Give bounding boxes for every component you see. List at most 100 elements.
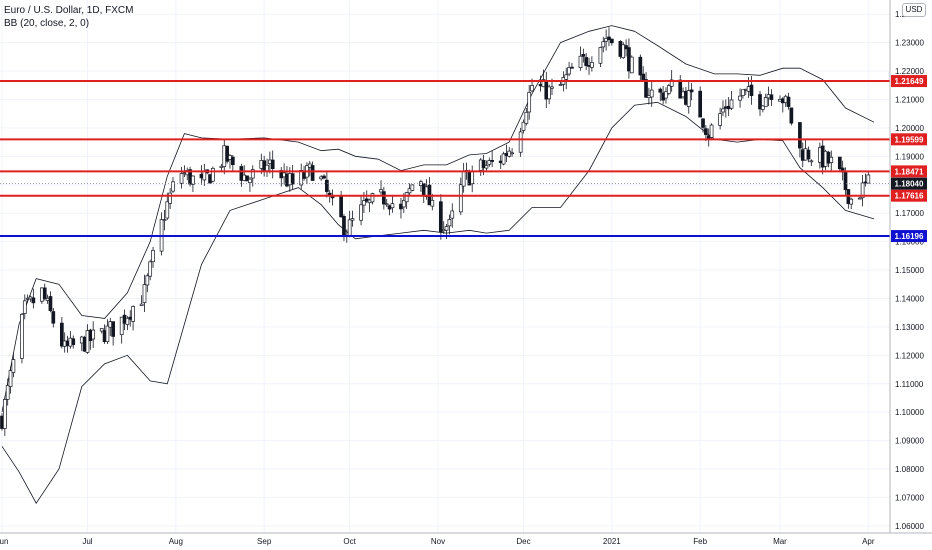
candle [658, 87, 663, 102]
candle [8, 366, 13, 394]
candle-body [151, 250, 155, 263]
candle [162, 209, 167, 231]
candle-body [701, 118, 705, 128]
candle [809, 159, 814, 167]
candle-body [211, 167, 215, 182]
candle [829, 150, 834, 171]
candle [59, 316, 64, 349]
candle [322, 174, 326, 180]
candle [666, 83, 671, 96]
candle-body [527, 92, 532, 113]
candle [857, 197, 862, 200]
grid [0, 0, 890, 533]
candle-body [362, 200, 366, 206]
candle-body [248, 178, 252, 184]
candle-body [48, 296, 53, 311]
candle-body [447, 219, 452, 227]
candle-body [379, 189, 383, 193]
candle [570, 62, 574, 69]
y-tick-label: 1.19000 [895, 152, 924, 161]
candle-body [547, 86, 551, 100]
candle-body [698, 90, 703, 118]
candle [410, 184, 415, 192]
candle [248, 176, 252, 192]
candle-body [22, 300, 27, 314]
candle [769, 89, 774, 106]
candle [484, 160, 489, 171]
candle-body [191, 175, 195, 185]
plot-area[interactable] [0, 0, 890, 533]
candle-body [339, 196, 343, 218]
candle-body [2, 399, 7, 429]
candle-body [290, 173, 295, 185]
candle-body [370, 193, 375, 203]
candle [2, 396, 7, 436]
y-tick-label: 1.14000 [895, 294, 924, 303]
indicator-label[interactable]: BB (20, close, 2, 0) [4, 18, 90, 29]
level-tag [891, 189, 927, 202]
candle-body [638, 56, 643, 76]
candle [866, 171, 871, 184]
chart-legend: Euro / U.S. Dollar, 1D, FXCM BB (20, clo… [4, 4, 133, 30]
candle-body [71, 338, 76, 345]
candle-body [51, 311, 56, 324]
x-tick-label: Dec [516, 537, 530, 546]
candle [689, 83, 694, 101]
x-tick-label: Mar [773, 537, 787, 546]
candle [641, 66, 646, 81]
candle-body [510, 152, 514, 155]
candle [105, 319, 110, 345]
candle [527, 84, 532, 120]
candle [384, 199, 389, 208]
level-tag [891, 230, 927, 243]
candle-body [99, 328, 104, 332]
candle [501, 151, 506, 166]
candle-body [567, 67, 571, 75]
candle-body [789, 107, 794, 124]
candle-body [404, 192, 409, 203]
candle-body [490, 159, 494, 162]
x-tick-label: Nov [431, 537, 445, 546]
level-tag [891, 165, 927, 178]
candle [518, 127, 523, 157]
candle [245, 175, 249, 182]
last-price-tag [891, 177, 927, 190]
candle [524, 107, 529, 126]
candle [837, 156, 842, 173]
candle-body [609, 38, 614, 44]
candle-body [410, 184, 415, 191]
candle [806, 146, 811, 163]
candle-body [20, 313, 24, 359]
candle [5, 378, 10, 406]
candle-body [481, 160, 486, 168]
symbol-title[interactable]: Euro / U.S. Dollar, 1D, FXCM [4, 5, 134, 16]
candle-body [607, 36, 611, 41]
candle [590, 56, 594, 72]
candle-body [230, 156, 235, 166]
candle-body [843, 170, 848, 191]
candle [487, 157, 492, 167]
candle [379, 180, 383, 195]
candle [11, 352, 16, 378]
candle-body [148, 261, 153, 277]
candle-body [401, 199, 406, 208]
candle-body [721, 108, 725, 113]
price-axis: 1.240001.230001.220001.210001.200001.190… [895, 10, 924, 531]
x-tick-label: Apr [862, 537, 875, 546]
currency-button[interactable]: USD [902, 3, 926, 17]
candle-body [322, 175, 326, 179]
candle-body [165, 201, 170, 219]
candles [0, 27, 871, 436]
y-tick-label: 1.20000 [895, 124, 924, 133]
y-tick-label: 1.22000 [895, 67, 924, 76]
candle-body [664, 91, 668, 99]
candle [578, 46, 583, 71]
level-tag-label: 1.21649 [895, 77, 924, 86]
y-tick-label: 1.13000 [895, 323, 924, 332]
bb-lower-line [1, 101, 875, 504]
candle-body [786, 96, 791, 107]
candle-body [738, 95, 742, 101]
candle-body [91, 329, 96, 340]
candle [168, 188, 172, 209]
